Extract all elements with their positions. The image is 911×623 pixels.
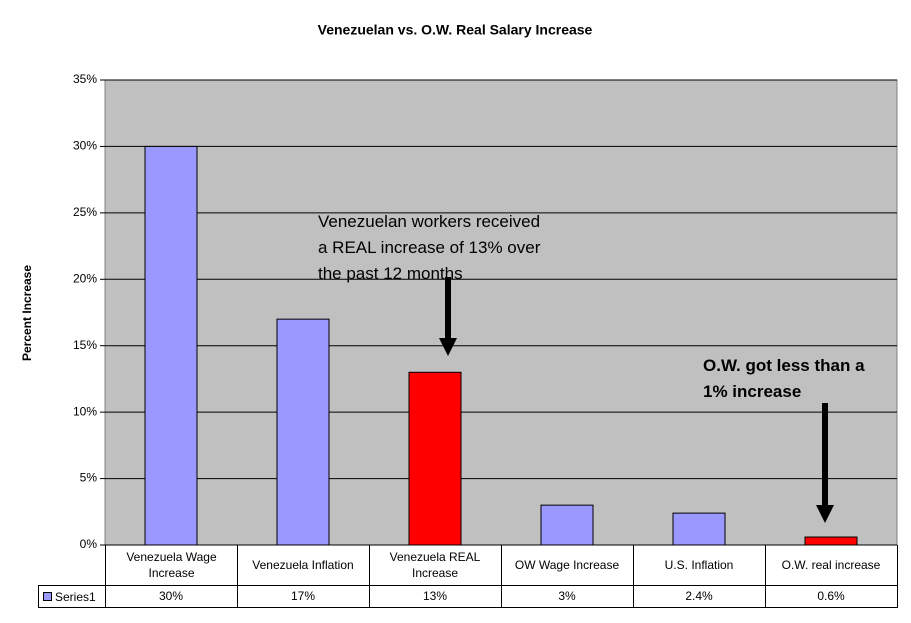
annotation-line: the past 12 months: [318, 264, 463, 283]
arrow-head: [439, 338, 457, 356]
y-tick-label: 10%: [73, 404, 97, 418]
chart-title: Venezuelan vs. O.W. Real Salary Increase: [318, 22, 593, 38]
y-tick-label: 30%: [73, 139, 97, 153]
y-tick-label: 5%: [80, 471, 98, 485]
y-tick-label: 35%: [73, 72, 97, 86]
annotation: Venezuelan workers received a REAL incre…: [318, 209, 540, 287]
annotation: O.W. got less than a 1% increase: [703, 353, 865, 405]
legend-label: Series1: [55, 589, 96, 604]
annotation-line: O.W. got less than a: [703, 356, 865, 375]
legend-swatch: [43, 592, 52, 601]
table-corner: Series1: [38, 585, 106, 608]
x-tick-label: U.S. Inflation: [633, 545, 766, 586]
annotation-line: Venezuelan workers received: [318, 212, 541, 231]
y-tick-label: 25%: [73, 205, 97, 219]
y-tick-label: 15%: [73, 338, 97, 352]
x-tick-label: Venezuela Inflation: [237, 545, 370, 586]
bar: [144, 145, 198, 546]
bar: [408, 371, 462, 546]
x-tick-label: Venezuela Wage Increase: [105, 545, 238, 586]
arrow-head: [816, 505, 834, 523]
table-value: 2.4%: [633, 585, 766, 608]
bar: [804, 536, 858, 546]
table-value: 0.6%: [765, 585, 898, 608]
x-tick-label: Venezuela REAL Increase: [369, 545, 502, 586]
annotation-line: a REAL increase of 13% over: [318, 238, 541, 257]
bar: [672, 512, 726, 546]
table-value: 13%: [369, 585, 502, 608]
arrow: [439, 277, 834, 523]
y-tick-label: 0%: [80, 537, 98, 551]
plot-area: [104, 79, 898, 546]
annotation-line: 1% increase: [703, 382, 802, 401]
table-value: 17%: [237, 585, 370, 608]
y-tick-label: 20%: [73, 271, 97, 285]
table-value: 30%: [105, 585, 238, 608]
x-tick-label: OW Wage Increase: [501, 545, 634, 586]
bar: [276, 318, 330, 546]
x-tick-label: O.W. real increase: [765, 545, 898, 586]
bar: [540, 504, 594, 546]
y-axis-label: Percent Increase: [20, 265, 34, 361]
table-value: 3%: [501, 585, 634, 608]
